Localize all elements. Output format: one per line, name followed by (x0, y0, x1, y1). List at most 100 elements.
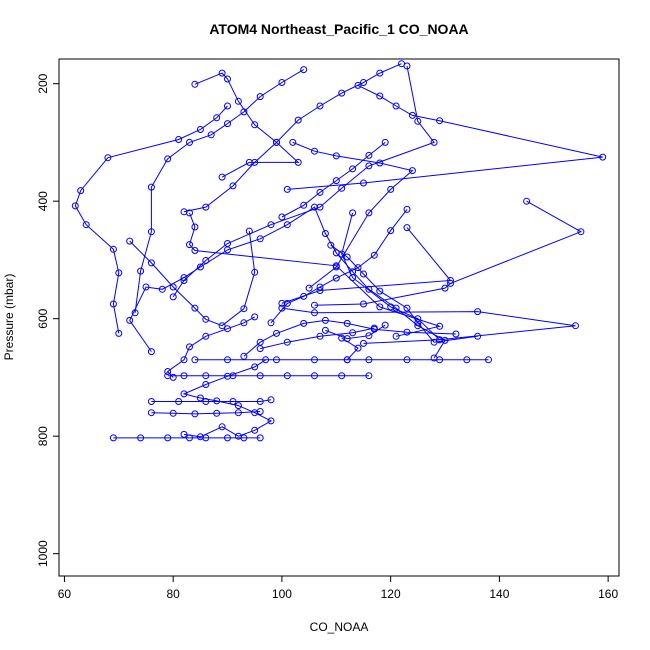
series-line-2 (151, 411, 261, 415)
data-point (283, 221, 291, 229)
x-tick-label-2: 100 (272, 587, 292, 601)
series-line-3 (151, 399, 272, 402)
data-point (202, 372, 210, 380)
data-point (360, 179, 367, 187)
data-point (82, 221, 90, 229)
data-point (387, 185, 395, 193)
data-point (305, 284, 313, 292)
data-point (278, 304, 286, 312)
y-tick-label-4: 1000 (36, 540, 50, 567)
data-point (403, 205, 411, 213)
series-14 (267, 205, 411, 327)
data-point (218, 322, 226, 330)
data-point (224, 120, 231, 128)
data-point (169, 293, 177, 301)
data-point (147, 259, 155, 267)
data-point (186, 138, 193, 146)
data-point (414, 319, 422, 327)
series-13 (191, 69, 302, 181)
data-point (447, 277, 454, 284)
x-tick-label-0: 60 (58, 587, 72, 601)
data-point (224, 75, 231, 83)
y-tick-label-1: 400 (36, 191, 50, 211)
data-point (240, 319, 248, 327)
data-point (311, 301, 318, 309)
data-point (572, 322, 579, 330)
data-point (191, 223, 199, 231)
data-point (202, 257, 210, 264)
x-tick-label-3: 120 (381, 587, 401, 601)
data-point (376, 287, 384, 295)
series-line-10 (129, 231, 256, 327)
data-point (436, 336, 444, 344)
series-22 (338, 209, 444, 344)
data-point (360, 339, 367, 347)
data-point (191, 410, 199, 418)
data-point (229, 182, 237, 190)
series-line-18 (330, 244, 478, 343)
data-point (300, 66, 308, 74)
data-point (175, 398, 183, 405)
data-point (164, 155, 172, 163)
data-point (147, 228, 155, 236)
data-point (332, 263, 340, 271)
data-point (316, 102, 324, 110)
x-tick-label-1: 80 (166, 587, 180, 601)
data-point (256, 235, 264, 243)
data-point (349, 274, 357, 282)
data-point (300, 319, 308, 327)
series-2 (147, 408, 264, 418)
data-point (408, 167, 416, 175)
data-point (218, 173, 226, 181)
y-tick-label-2: 600 (36, 308, 50, 328)
series-line-23 (172, 65, 435, 298)
data-point (256, 434, 264, 442)
data-point (180, 390, 188, 398)
data-point (147, 409, 155, 417)
series-line-6 (166, 316, 255, 378)
data-point (370, 324, 378, 332)
data-point (354, 344, 362, 352)
series-line-15 (292, 141, 414, 289)
data-point (278, 299, 286, 307)
data-point (229, 372, 237, 380)
series-3 (147, 396, 275, 405)
data-point (191, 80, 199, 88)
data-point (169, 409, 177, 417)
data-point (338, 372, 346, 380)
data-point (191, 356, 199, 364)
data-point (365, 356, 373, 364)
data-point (365, 151, 373, 159)
data-point (224, 240, 231, 247)
data-point (321, 316, 329, 324)
data-point (360, 270, 367, 278)
data-point (180, 430, 188, 438)
series-line-8 (134, 69, 304, 313)
data-point (202, 398, 210, 405)
data-point (202, 203, 210, 211)
data-point (115, 269, 123, 277)
series-line-11 (188, 212, 442, 337)
data-point (365, 162, 373, 170)
series-line-20 (314, 200, 583, 306)
data-point (229, 398, 237, 405)
data-point (370, 251, 378, 259)
data-point (202, 315, 210, 323)
data-point (267, 221, 275, 229)
x-axis-label: CO_NOAA (310, 620, 369, 634)
data-point (577, 228, 585, 236)
data-point (403, 328, 411, 336)
data-point (311, 309, 318, 317)
data-point (311, 147, 318, 155)
data-point (126, 237, 134, 245)
data-point (245, 158, 253, 166)
data-point (267, 319, 275, 327)
data-point (376, 92, 384, 100)
data-point (71, 202, 79, 210)
series-24 (240, 316, 460, 360)
data-point (267, 417, 275, 425)
y-axis: 200 400 600 800 1000 (36, 73, 59, 567)
data-point (474, 308, 482, 316)
data-point (436, 117, 444, 125)
data-point (436, 322, 444, 330)
